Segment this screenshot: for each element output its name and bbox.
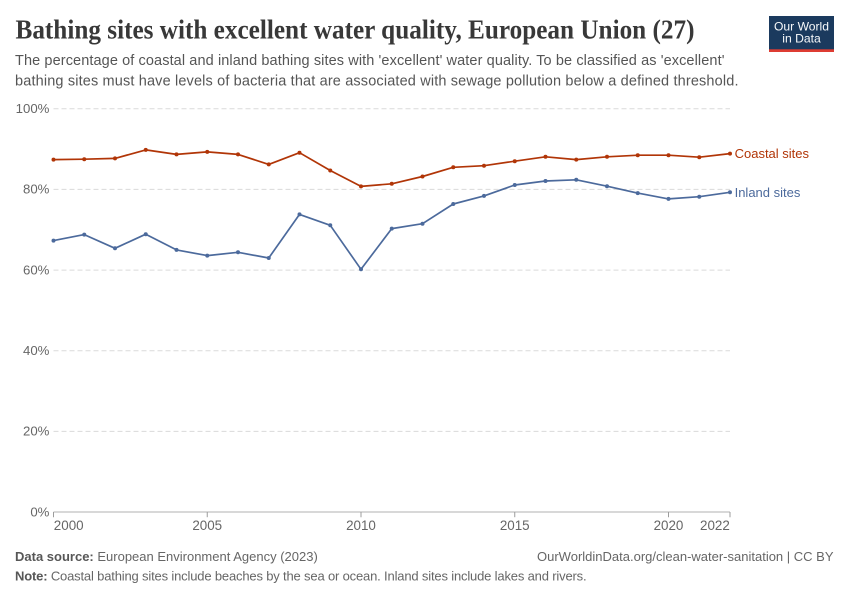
svg-text:OurWorldinData.org/clean-water: OurWorldinData.org/clean-water-sanitatio…	[537, 549, 834, 564]
svg-text:Note: Coastal bathing sites in: Note: Coastal bathing sites include beac…	[15, 568, 586, 583]
svg-text:2005: 2005	[192, 518, 222, 533]
svg-text:2022: 2022	[700, 518, 730, 533]
svg-text:0%: 0%	[30, 504, 49, 519]
svg-text:Data source: European Environm: Data source: European Environment Agency…	[15, 549, 318, 564]
svg-text:2010: 2010	[346, 518, 376, 533]
svg-text:100%: 100%	[16, 101, 50, 116]
svg-text:60%: 60%	[23, 262, 50, 277]
svg-text:80%: 80%	[23, 182, 50, 197]
svg-text:Coastal sites: Coastal sites	[735, 146, 810, 161]
svg-text:40%: 40%	[23, 343, 50, 358]
svg-text:2020: 2020	[654, 518, 684, 533]
svg-text:Inland sites: Inland sites	[735, 185, 801, 200]
svg-text:in Data: in Data	[782, 32, 821, 46]
svg-text:2000: 2000	[54, 518, 84, 533]
svg-text:Bathing sites with excellent w: Bathing sites with excellent water quali…	[16, 15, 695, 45]
svg-text:20%: 20%	[23, 424, 50, 439]
svg-text:2015: 2015	[500, 518, 530, 533]
svg-text:bathing sites must have levels: bathing sites must have levels of bacter…	[15, 73, 739, 89]
svg-text:Our World: Our World	[774, 20, 829, 34]
svg-text:The percentage of coastal and: The percentage of coastal and inland bat…	[15, 53, 725, 69]
